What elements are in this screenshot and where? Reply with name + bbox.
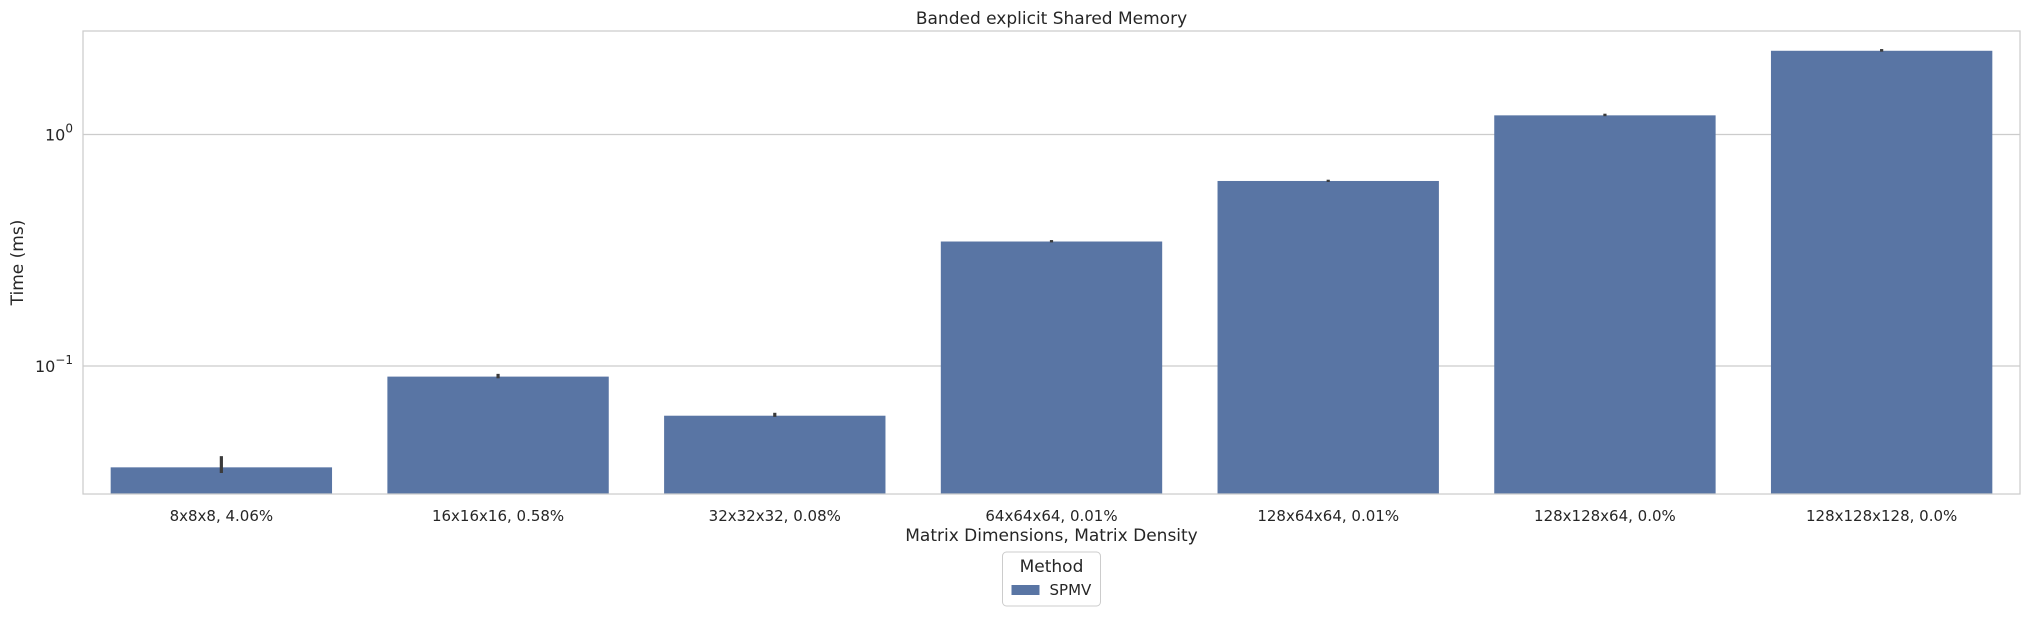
y-tick-label: 100 xyxy=(45,122,73,145)
bar xyxy=(1217,180,1439,495)
bar xyxy=(387,376,609,494)
x-tick-label: 128x128x64, 0.0% xyxy=(1534,507,1676,525)
y-axis-label: Time (ms) xyxy=(8,220,28,307)
x-tick-label: 8x8x8, 4.06% xyxy=(170,507,274,525)
x-tick-labels: 8x8x8, 4.06% 16x16x16, 0.58% 32x32x32, 0.0… xyxy=(170,507,1958,525)
legend-swatch xyxy=(1011,585,1040,595)
bars-layer xyxy=(110,50,1993,495)
x-tick-label: 64x64x64, 0.01% xyxy=(985,507,1117,525)
plot-frame xyxy=(82,30,2021,495)
bar xyxy=(940,241,1163,494)
legend-title: Method xyxy=(1020,557,1084,577)
chart-title: Banded explicit Shared Memory xyxy=(916,9,1187,29)
x-tick-label: 32x32x32, 0.08% xyxy=(709,507,841,525)
error-bars-layer xyxy=(219,49,1884,474)
bar xyxy=(664,415,886,494)
bar xyxy=(1494,115,1716,495)
x-tick-label: 16x16x16, 0.58% xyxy=(432,507,564,525)
legend: Method SPMV xyxy=(1002,551,1101,607)
y-tick-labels: 100 10−1 xyxy=(35,122,73,377)
y-tick-label: 10−1 xyxy=(35,353,73,376)
x-axis-label: Matrix Dimensions, Matrix Density xyxy=(905,526,1198,546)
x-tick-label: 128x64x64, 0.01% xyxy=(1257,507,1399,525)
x-tick-label: 128x128x128, 0.0% xyxy=(1806,507,1957,525)
legend-label: SPMV xyxy=(1050,581,1093,599)
bar xyxy=(1770,50,1993,494)
